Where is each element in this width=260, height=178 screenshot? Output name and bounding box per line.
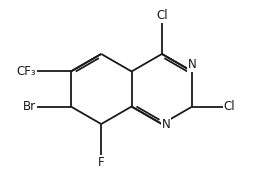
Text: F: F: [98, 156, 105, 169]
Text: N: N: [162, 117, 171, 130]
Text: CF₃: CF₃: [17, 65, 36, 78]
Text: N: N: [188, 59, 197, 72]
Text: Cl: Cl: [156, 9, 168, 22]
Text: Cl: Cl: [224, 100, 236, 113]
Text: Br: Br: [23, 100, 36, 113]
